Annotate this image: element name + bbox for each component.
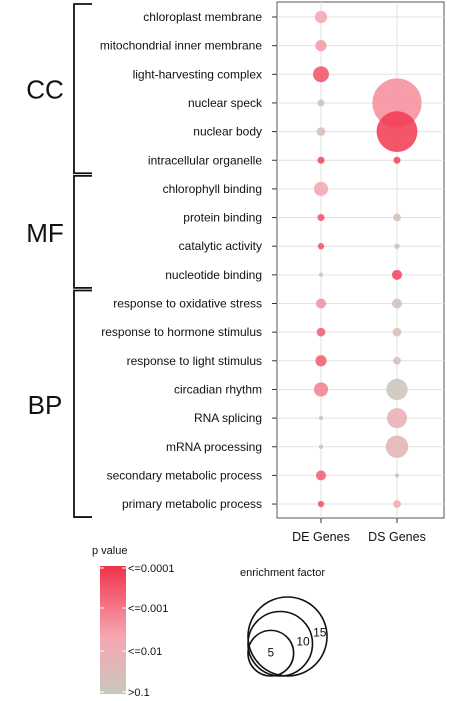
bubble	[318, 444, 324, 449]
bubble	[394, 243, 400, 249]
bubble	[317, 500, 325, 508]
color-legend-label: >0.1	[128, 687, 150, 699]
color-legend-label: <=0.001	[128, 603, 168, 615]
group-label: MF	[26, 218, 64, 248]
row-label: light-harvesting complex	[133, 67, 262, 81]
bubble	[313, 382, 329, 397]
color-legend-label: <=0.0001	[128, 563, 175, 575]
group-brackets: CC MF BP	[26, 3, 92, 518]
group-label: BP	[28, 390, 63, 420]
row-label: RNA splicing	[194, 411, 262, 425]
group-bracket	[73, 289, 92, 518]
x-tick-labels: DE Genes DS Genes	[292, 518, 426, 544]
x-tick-label: DE Genes	[292, 530, 350, 544]
bubble	[316, 127, 326, 136]
group-bracket	[73, 3, 92, 175]
row-label: nuclear speck	[188, 96, 263, 110]
bubble	[393, 356, 401, 365]
plot-panel	[276, 1, 445, 519]
color-bar	[100, 566, 126, 694]
bubble	[314, 10, 328, 24]
bubble	[317, 243, 325, 250]
x-tick-label: DS Genes	[368, 530, 426, 544]
bubble	[315, 298, 327, 309]
row-label: response to oxidative stress	[113, 297, 262, 311]
bubble	[386, 378, 408, 401]
row-label: intracellular organelle	[148, 153, 262, 167]
bubble	[394, 473, 400, 478]
size-legend-title: enrichment factor	[240, 567, 325, 579]
color-legend: p value<=0.0001 <=0.001 <=0.01 >0.1	[92, 545, 175, 699]
group-bracket	[73, 175, 92, 289]
bubble	[317, 214, 325, 222]
group-label: CC	[26, 75, 64, 105]
size-legend-circle	[247, 596, 328, 677]
row-label: secondary metabolic process	[107, 468, 262, 482]
bubble	[393, 500, 401, 508]
row-label: chloroplast membrane	[143, 10, 262, 24]
bubble	[318, 272, 324, 278]
size-legend-label: 10	[296, 634, 310, 648]
bubble	[391, 298, 403, 309]
bubble	[376, 111, 418, 152]
row-label: protein binding	[183, 211, 262, 225]
bubble	[372, 78, 422, 128]
bubble	[392, 327, 402, 337]
bubble	[317, 99, 325, 107]
bubble	[386, 408, 408, 429]
row-label: chlorophyll binding	[163, 182, 262, 196]
bubble	[315, 355, 327, 367]
bubble	[385, 435, 409, 458]
bubble	[393, 156, 401, 164]
color-legend-label: <=0.01	[128, 646, 162, 658]
bubble	[316, 327, 326, 337]
bubble	[313, 66, 329, 83]
panel-border	[276, 1, 445, 519]
row-label: response to light stimulus	[127, 354, 262, 368]
bubble	[391, 269, 403, 280]
size-legend-label: 15	[313, 626, 327, 640]
row-label: nuclear body	[193, 125, 262, 139]
color-legend-title: p value	[92, 545, 127, 557]
bubbles	[313, 10, 422, 508]
row-labels: chloroplast membrane mitochondrial inner …	[100, 10, 277, 511]
bubble	[317, 156, 325, 164]
size-legend-label: 5	[267, 646, 274, 660]
bubble	[393, 213, 401, 222]
row-label: catalytic activity	[179, 239, 262, 253]
bubble	[313, 181, 329, 196]
row-label: circadian rhythm	[174, 382, 262, 396]
size-legend-circle	[247, 610, 314, 677]
row-label: mitochondrial inner membrane	[100, 39, 262, 53]
row-label: response to hormone stimulus	[101, 325, 262, 339]
bubble	[318, 415, 324, 421]
bubble	[315, 40, 327, 52]
size-legend-circle	[247, 629, 295, 677]
row-label: nucleotide binding	[165, 268, 262, 282]
bubble	[315, 470, 327, 481]
row-label: primary metabolic process	[122, 497, 262, 511]
row-label: mRNA processing	[166, 440, 262, 454]
